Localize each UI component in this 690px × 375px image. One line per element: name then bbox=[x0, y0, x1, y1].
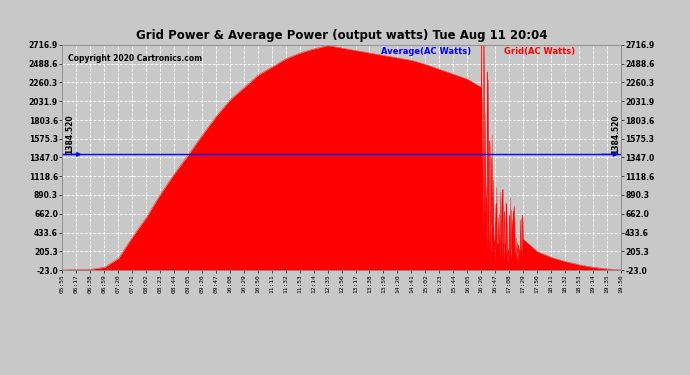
Text: 1384.520: 1384.520 bbox=[65, 115, 74, 154]
Text: Average(AC Watts): Average(AC Watts) bbox=[381, 47, 471, 56]
Text: Grid(AC Watts): Grid(AC Watts) bbox=[504, 47, 575, 56]
Text: Copyright 2020 Cartronics.com: Copyright 2020 Cartronics.com bbox=[68, 54, 201, 63]
Text: 1384.520: 1384.520 bbox=[611, 115, 620, 154]
Title: Grid Power & Average Power (output watts) Tue Aug 11 20:04: Grid Power & Average Power (output watts… bbox=[136, 30, 547, 42]
